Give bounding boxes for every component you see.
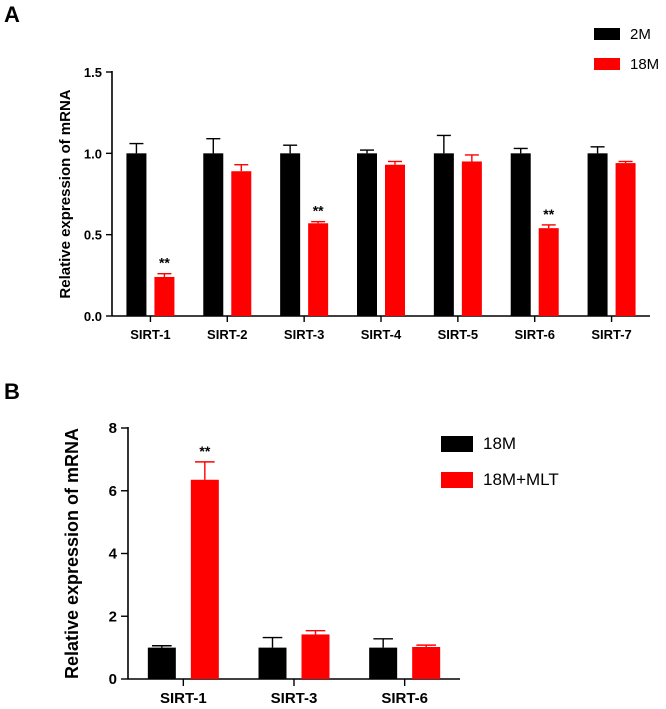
x-tick-label: SIRT-1 (130, 327, 170, 342)
x-tick-label: SIRT-6 (381, 690, 428, 707)
chart-b: 0 2 4 6 8 Relative expression of mRNA SIRT-1 **… (62, 420, 559, 707)
bar (538, 228, 559, 316)
x-tick-label: SIRT-2 (207, 327, 247, 342)
y-tick-label: 0.5 (84, 228, 102, 243)
bar (126, 153, 147, 316)
bar (147, 647, 176, 679)
chart-a: 0.0 0.5 1.0 1.5 Relative expression of mRNA S… (57, 26, 659, 342)
legend-swatch (594, 58, 620, 70)
y-tick-label: 4 (109, 546, 118, 563)
bar (280, 153, 301, 316)
y-tick-label: 2 (109, 608, 117, 625)
bar (190, 479, 219, 679)
x-tick-label: SIRT-6 (514, 327, 554, 342)
x-tick-label: SIRT-1 (160, 690, 207, 707)
legend-label: 18M (630, 56, 659, 73)
panel-label-b: B (4, 379, 20, 404)
significance-label: ** (159, 255, 170, 271)
legend-swatch (441, 436, 473, 452)
y-tick-label: 1.0 (84, 146, 102, 161)
bar (433, 153, 454, 316)
legend-swatch (594, 28, 620, 40)
legend-label: 18M (483, 434, 516, 453)
significance-label: ** (543, 206, 554, 222)
y-tick-label: 0.0 (84, 309, 102, 324)
bar (258, 647, 287, 679)
bar (301, 634, 330, 679)
bar (461, 161, 482, 316)
bar (412, 646, 441, 679)
legend-label: 18M+MLT (483, 470, 559, 489)
significance-label: ** (199, 443, 210, 459)
x-tick-label: SIRT-3 (284, 327, 324, 342)
y-tick-label: 6 (109, 483, 117, 500)
bar (154, 276, 175, 316)
bar (357, 153, 377, 316)
bar (203, 153, 224, 316)
y-axis-title: Relative expression of mRNA (62, 428, 82, 679)
x-tick-label: SIRT-4 (361, 327, 402, 342)
y-axis-title: Relative expression of mRNA (57, 89, 74, 298)
bar (231, 171, 252, 316)
bar (587, 153, 608, 316)
y-tick-label: 1.5 (84, 65, 102, 80)
bar (385, 164, 405, 316)
y-tick-label: 8 (109, 420, 117, 437)
bar (615, 163, 636, 316)
bar (369, 647, 398, 679)
x-tick-label: SIRT-5 (438, 327, 478, 342)
legend-swatch (441, 472, 473, 488)
x-tick-label: SIRT-7 (591, 327, 631, 342)
x-tick-label: SIRT-3 (271, 690, 318, 707)
legend-label: 2M (630, 26, 651, 43)
bar (510, 153, 531, 316)
panel-label-a: A (4, 2, 20, 27)
y-tick-label: 0 (109, 671, 117, 688)
bar (308, 223, 329, 316)
significance-label: ** (313, 203, 324, 219)
